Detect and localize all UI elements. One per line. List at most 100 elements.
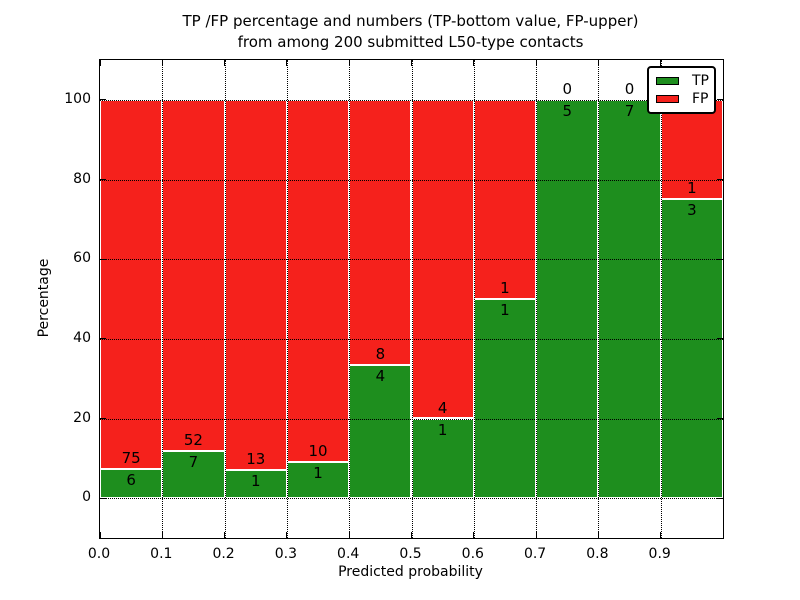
gridline-vertical: [598, 60, 600, 538]
gridline-vertical: [286, 60, 288, 538]
x-tick-top: [597, 60, 599, 66]
x-tick-bottom: [161, 532, 163, 538]
chart-title: TP /FP percentage and numbers (TP-bottom…: [99, 11, 722, 53]
y-tick-label: 60: [73, 250, 91, 267]
x-tick-bottom: [286, 532, 288, 538]
y-tick-label: 0: [82, 489, 91, 506]
legend-item-tp: TP: [656, 73, 714, 89]
y-tick-left: [100, 418, 106, 419]
x-tick-label: 0.9: [648, 546, 671, 562]
fp-count-label: 52: [183, 430, 203, 449]
x-tick-bottom: [348, 532, 350, 538]
tp-bar-segment: [286, 461, 350, 499]
y-tick-label: 20: [73, 409, 91, 426]
y-axis-label: Percentage: [36, 258, 52, 338]
gridline-vertical: [536, 60, 538, 538]
fp-count-label: 75: [121, 448, 141, 467]
x-tick-label: 0.7: [523, 546, 547, 562]
y-tick-label: 100: [64, 90, 91, 107]
fp-bar-segment: [224, 99, 287, 470]
fp-count-label: 10: [308, 441, 328, 460]
plot-area: 75 6 52 7 13 1 10 1 8 4 4 1 1 1 0 5 0 7 1 3: [99, 59, 724, 539]
tp-bar-segment: [100, 468, 163, 499]
x-tick-label: 0.6: [461, 546, 484, 562]
x-tick-label: 0.3: [274, 546, 298, 562]
tp-count-label: 3: [687, 201, 697, 220]
legend: TP FP: [647, 66, 716, 114]
tp-count-label: 6: [126, 470, 136, 489]
y-tick-right: [717, 258, 723, 260]
y-tick-right: [717, 418, 723, 419]
tp-count-label: 1: [500, 301, 510, 319]
gridline-vertical: [224, 60, 226, 538]
tp-count-label: 4: [375, 367, 386, 386]
tp-bar-segment: [598, 99, 661, 499]
chart-title-line1: TP /FP percentage and numbers (TP-bottom…: [182, 12, 639, 30]
x-tick-label: 0.8: [586, 546, 609, 562]
tp-count-label: 7: [624, 101, 635, 120]
x-tick-label: 0.2: [212, 546, 235, 562]
tp-count-label: 1: [437, 420, 448, 439]
y-tick-left: [100, 179, 106, 180]
x-tick-top: [660, 60, 662, 66]
fp-count-label: 8: [375, 345, 386, 364]
chart-title-line2: from among 200 submitted L50-type contac…: [237, 33, 584, 51]
y-tick-left: [100, 258, 106, 260]
tp-bar-segment: [162, 450, 225, 499]
x-tick-label: 0.5: [399, 546, 422, 562]
x-tick-bottom: [99, 532, 101, 538]
x-tick-top: [348, 60, 350, 66]
x-tick-bottom: [597, 532, 599, 538]
tp-bar-segment: [660, 199, 723, 499]
fp-bar-segment: [100, 99, 163, 469]
y-tick-right: [717, 497, 723, 499]
y-tick-left: [100, 99, 106, 101]
fp-count-label: 1: [500, 279, 510, 297]
x-tick-top: [411, 60, 412, 66]
x-tick-top: [99, 60, 101, 66]
x-axis-label: Predicted probability: [338, 564, 483, 580]
tp-bar-segment: [536, 99, 599, 499]
y-tick-right: [717, 99, 723, 101]
fp-legend-swatch: [656, 95, 679, 104]
x-tick-bottom: [224, 532, 226, 538]
x-tick-top: [535, 60, 537, 66]
tp-count-label: 1: [250, 471, 261, 490]
fp-bar-segment: [349, 99, 412, 366]
tp-count-label: 7: [188, 452, 199, 471]
fp-count-label: 0: [624, 79, 635, 98]
fp-bar-segment: [162, 99, 225, 451]
fp-count-label: 13: [246, 449, 266, 468]
y-tick-right: [717, 179, 723, 180]
x-tick-bottom: [473, 532, 475, 538]
x-tick-top: [224, 60, 226, 66]
tp-count-label: 1: [313, 463, 323, 482]
legend-item-fp: FP: [656, 91, 714, 107]
y-tick-left: [100, 338, 106, 340]
y-tick-left: [100, 497, 106, 499]
x-tick-bottom: [411, 532, 412, 538]
fp-legend-label: FP: [692, 91, 709, 108]
x-tick-top: [286, 60, 288, 66]
x-tick-bottom: [535, 532, 537, 538]
x-tick-top: [161, 60, 163, 66]
gridline-vertical: [411, 60, 413, 538]
x-tick-bottom: [660, 532, 662, 538]
tp-legend-swatch: [656, 76, 679, 85]
fp-count-label: 4: [437, 398, 448, 417]
fp-bar-segment: [286, 99, 350, 462]
fp-count-label: 0: [562, 79, 573, 98]
y-tick-label: 40: [73, 329, 91, 346]
fp-count-label: 1: [687, 179, 697, 198]
gridline-vertical: [473, 60, 475, 538]
x-tick-label: 0.4: [337, 546, 360, 562]
gridline-vertical: [349, 60, 351, 538]
y-tick-right: [717, 338, 723, 340]
x-tick-top: [473, 60, 475, 66]
tp-bar-segment: [473, 299, 537, 499]
x-tick-label: 0.0: [87, 546, 111, 562]
y-tick-label: 80: [73, 170, 91, 187]
gridline-vertical: [162, 60, 164, 538]
gridline-vertical: [660, 60, 662, 538]
